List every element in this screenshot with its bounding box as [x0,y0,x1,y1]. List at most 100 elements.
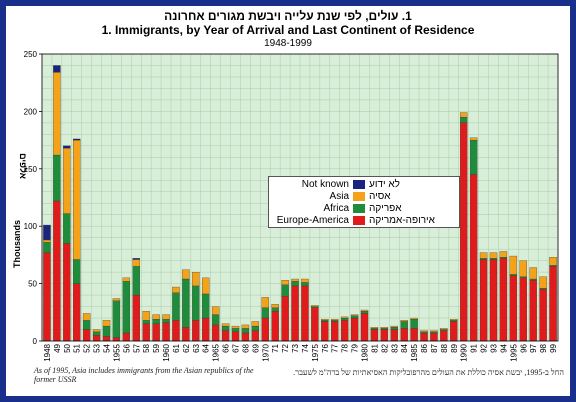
legend-label-english: Europe-America [276,215,349,226]
bar-segment-not-known-49 [53,65,61,73]
x-tick-label: 77 [331,343,340,352]
english-title: 1. Immigrants, by Year of Arrival and La… [101,23,475,37]
bar-segment-europe-america-96 [519,277,527,342]
bar-segment-asia-87 [430,330,438,332]
bar-segment-asia-98 [539,276,547,289]
bar-segment-asia-49 [53,72,61,156]
bar-segment-africa-59 [152,319,160,324]
bar-segment-asia-85 [410,317,418,320]
bar-segment-africa-57 [132,266,140,296]
bar-segment-asia-82 [380,327,389,329]
x-tick-label: 62 [182,343,191,352]
bar-segment-africa-99 [549,265,557,267]
bar-segment-europe-america-51 [73,283,81,342]
x-tick-label: 74 [301,343,310,352]
x-tick-label: 50 [63,343,72,352]
bar-segment-africa-55 [112,300,121,338]
bar-segment-africa-85 [410,319,418,329]
bar-segment-africa-58 [142,320,150,324]
bar-segment-africa-97 [529,278,537,281]
bar-segment-not-known-51 [73,138,81,141]
bar-segment-africa-49 [53,154,61,202]
x-tick-label: 59 [152,343,161,352]
bar-segment-africa-65 [211,314,220,326]
bar-segment-not-known-57 [132,258,140,260]
legend-label-hebrew: לא ידוע [369,179,400,190]
bar-segment-asia-54 [102,320,111,327]
bar-segment-asia-96 [519,260,527,277]
bar-segment-europe-america-68 [241,332,250,342]
legend-swatch [353,192,365,201]
bar-segment-africa-64 [202,293,210,319]
y-tick-label: 0 [33,337,38,346]
bar-segment-europe-america-55 [112,337,121,342]
bar-segment-asia-52 [82,313,91,321]
bar-segment-asia-71 [271,304,279,308]
bar-segment-africa-68 [241,328,250,334]
bar-segment-asia-73 [291,278,299,282]
legend-item: Not known לא ידוע [269,179,459,191]
bar-segment-africa-95 [509,274,518,276]
x-tick-label: 88 [440,343,449,352]
bar-segment-asia-94 [499,251,508,258]
bar-segment-europe-america-74 [301,285,309,342]
bar-segment-asia-65 [211,306,220,315]
legend-label-hebrew: אפריקה [369,203,402,214]
bar-segment-europe-america-57 [132,294,140,342]
x-tick-label: 1990 [460,343,469,361]
bar-segment-africa-90 [460,116,468,124]
bar-segment-africa-91 [469,139,478,175]
bar-segment-europe-america-98 [539,289,547,342]
bar-segment-europe-america-85 [410,328,418,342]
bar-segment-europe-america-99 [549,266,557,342]
bar-segment-africa-92 [479,258,488,260]
x-tick-label: 69 [251,343,260,352]
bar-segment-africa-51 [73,259,81,284]
bar-segment-asia-91 [469,137,478,141]
bar-segment-europe-america-94 [499,258,508,342]
bar-segment-europe-america-61 [172,320,180,342]
bar-segment-africa-96 [519,276,527,279]
bar-segment-not-known-50 [63,145,71,149]
bar-segment-europe-america-63 [192,320,200,342]
bar-segment-europe-america-80 [360,313,369,342]
x-tick-label: 78 [341,343,350,352]
bar-segment-europe-america-1948 [43,252,51,342]
bar-segment-asia-83 [390,325,398,328]
legend-label-english: Asia [329,191,349,202]
bar-segment-africa-87 [430,331,438,334]
y-tick-label: 250 [24,50,38,59]
legend-item: Asia אסיה [269,191,459,203]
y-tick-label: 100 [24,222,38,231]
bar-segment-africa-1948 [43,242,51,253]
bar-series [43,65,557,342]
bar-segment-europe-america-79 [350,317,359,342]
bar-segment-asia-88 [440,328,448,330]
x-tick-labels: 1948 49 50 51 52 53 54 1955 56 57 58 59 1960 61 62 63 64… [43,343,558,361]
bar-segment-europe-america-82 [380,329,389,342]
bar-segment-asia-58 [142,310,150,321]
bar-segment-europe-america-56 [122,332,131,342]
bar-segment-africa-89 [450,320,458,322]
bar-segment-asia-93 [489,252,498,259]
bar-segment-europe-america-50 [63,243,71,342]
x-tick-label: 49 [53,343,62,352]
bar-segment-africa-78 [340,317,349,321]
x-tick-label: 54 [103,343,112,352]
x-tick-label: 76 [321,343,330,352]
legend: Not known לא ידוע Asia אסיה Africa אפריקה Euro… [268,176,460,228]
bar-segment-europe-america-52 [82,329,91,342]
bar-segment-asia-84 [400,320,408,322]
bar-segment-europe-america-62 [182,327,190,342]
x-tick-label: 68 [241,343,250,352]
bar-segment-asia-89 [450,319,458,321]
bar-segment-europe-america-54 [102,336,111,342]
bar-segment-africa-83 [390,327,398,330]
x-tick-label: 52 [83,343,92,352]
bar-segment-africa-73 [291,281,299,287]
bar-segment-africa-93 [489,258,498,260]
bar-segment-asia-50 [63,147,71,214]
x-tick-label: 66 [222,343,231,352]
bar-segment-africa-98 [539,288,547,290]
bar-segment-africa-84 [400,321,408,329]
